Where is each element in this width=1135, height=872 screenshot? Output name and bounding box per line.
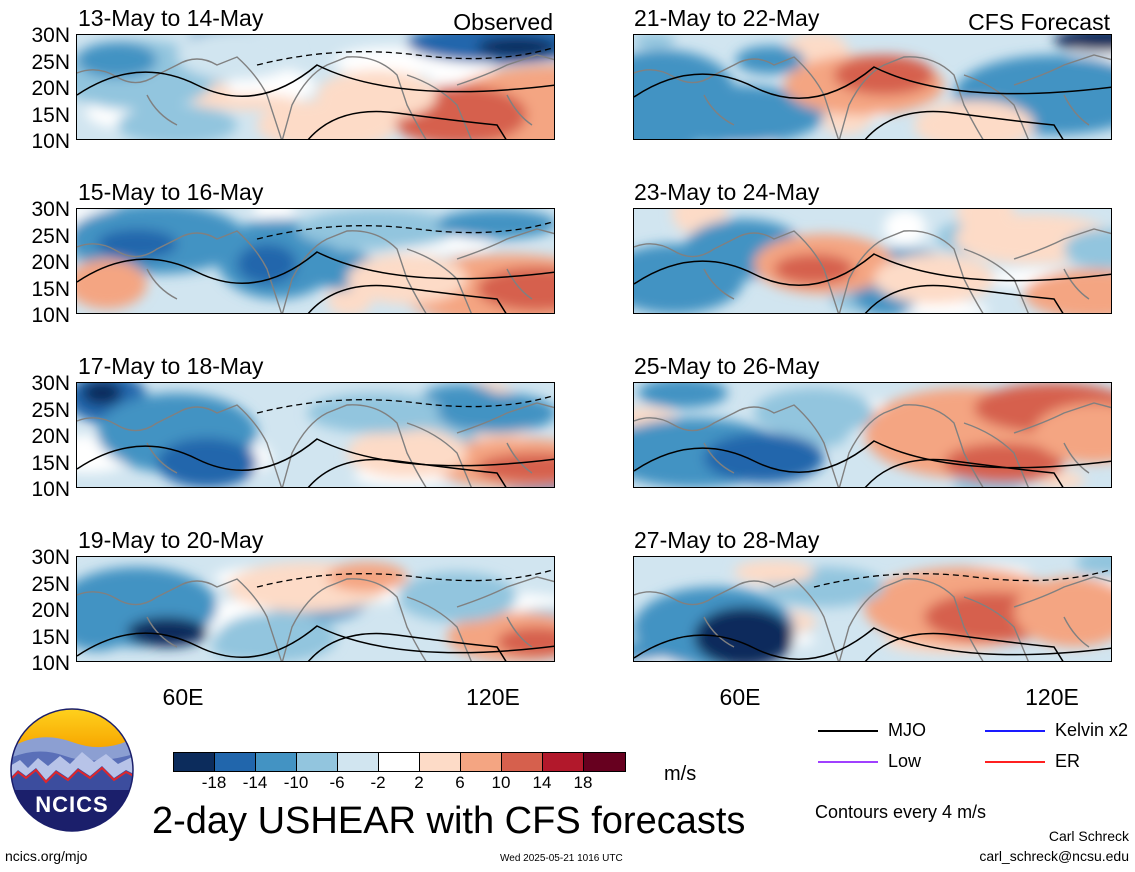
colorbar-label: -10	[283, 773, 309, 792]
map-panel-7	[633, 382, 1112, 488]
lon-label-120e-right: 120E	[1025, 684, 1079, 710]
lat-label-row3-25n: 25N	[31, 398, 70, 422]
shear-field-3	[77, 383, 554, 487]
shear-field-2	[77, 209, 554, 313]
legend-label: Kelvin x2	[1055, 720, 1129, 740]
legend-item-low: Low	[818, 751, 921, 772]
colorbar-label: -18	[201, 773, 227, 792]
lat-label-row4-25n: 25N	[31, 572, 70, 596]
lat-label-row4-10n: 10N	[31, 652, 70, 675]
lat-label-row1-20n: 20N	[31, 77, 70, 100]
legend-line-icon	[818, 729, 878, 732]
contour-note: Contours every 4 m/s	[815, 802, 987, 822]
lat-label-row1-25n: 25N	[31, 50, 70, 74]
colorbar-label: 10	[491, 773, 511, 792]
lon-label-60e-left: 60E	[162, 684, 204, 710]
lat-label-row3-30n: 30N	[31, 372, 70, 395]
colorbar-label: 6	[455, 773, 465, 792]
ncics-logo-graphic	[10, 708, 134, 832]
legend-label: ER	[1055, 751, 1081, 771]
colorbar	[173, 752, 626, 772]
legend-line-icon	[985, 760, 1045, 763]
colorbar-swatch	[338, 753, 379, 771]
lat-label-row2-25n: 25N	[31, 224, 70, 248]
panel-title-6: 23-May to 24-May	[634, 179, 820, 205]
lat-label-row4-20n: 20N	[31, 599, 70, 622]
colorbar-label: 2	[414, 773, 424, 792]
colorbar-swatch	[543, 753, 584, 771]
shear-field-8	[634, 557, 1111, 661]
lat-label-row2-15n: 15N	[31, 277, 70, 301]
ncics-logo-text: NCICS	[35, 792, 109, 817]
panel-title-2: 15-May to 16-May	[78, 179, 264, 205]
colorbar-units: m/s	[664, 763, 697, 785]
shear-field-6	[634, 209, 1111, 313]
colorbar-label: -2	[370, 773, 386, 792]
colorbar-swatch	[379, 753, 420, 771]
colorbar-label: 18	[573, 773, 593, 792]
legend-item-kelvin-x2: Kelvin x2	[985, 720, 1128, 741]
colorbar-swatch	[297, 753, 338, 771]
map-panel-2	[76, 208, 555, 314]
lat-label-row1-30n: 30N	[31, 24, 70, 47]
lon-label-120e-left: 120E	[466, 684, 520, 710]
lat-label-row2-30n: 30N	[31, 198, 70, 221]
colorbar-swatch	[215, 753, 256, 771]
lat-label-row3-10n: 10N	[31, 478, 70, 501]
map-panel-4	[76, 556, 555, 662]
shear-field-5	[634, 35, 1111, 139]
lat-label-row2-20n: 20N	[31, 251, 70, 274]
main-title: 2-day USHEAR with CFS forecasts	[152, 800, 746, 842]
lat-label-row3-15n: 15N	[31, 451, 70, 475]
colorbar-swatch	[461, 753, 502, 771]
shear-field-4	[77, 557, 554, 661]
legend-label: MJO	[888, 720, 926, 740]
map-panel-5	[633, 34, 1112, 140]
panel-title-4: 19-May to 20-May	[78, 527, 264, 553]
shear-field-7	[634, 383, 1111, 487]
panel-title-5: 21-May to 22-May	[634, 5, 820, 31]
colorbar-label: -6	[329, 773, 345, 792]
colorbar-swatch	[584, 753, 625, 771]
footer-url[interactable]: ncics.org/mjo	[5, 848, 88, 864]
colorbar-swatch	[502, 753, 543, 771]
lon-label-60e-right: 60E	[719, 684, 761, 710]
footer-author: Carl Schreck	[1048, 828, 1129, 844]
map-panel-3	[76, 382, 555, 488]
colorbar-label: -14	[242, 773, 268, 792]
colorbar-label: 14	[532, 773, 552, 792]
footer-timestamp: Wed 2025-05-21 1016 UTC	[500, 853, 623, 864]
panel-title-3: 17-May to 18-May	[78, 353, 264, 379]
footer-email[interactable]: carl_schreck@ncsu.edu	[979, 848, 1129, 864]
forecast-label: CFS Forecast	[968, 9, 1110, 35]
colorbar-swatch	[174, 753, 215, 771]
legend-line-icon	[818, 760, 878, 763]
legend-item-mjo: MJO	[818, 720, 926, 741]
lat-label-row1-10n: 10N	[31, 130, 70, 153]
legend-label: Low	[888, 751, 922, 771]
observed-label: Observed	[453, 9, 553, 35]
map-panel-1	[76, 34, 555, 140]
lat-label-row1-15n: 15N	[31, 103, 70, 127]
lat-label-row4-30n: 30N	[31, 546, 70, 569]
map-panel-6	[633, 208, 1112, 314]
ncics-logo: NCICS	[10, 708, 134, 832]
colorbar-swatch	[420, 753, 461, 771]
panel-title-8: 27-May to 28-May	[634, 527, 820, 553]
lat-label-row3-20n: 20N	[31, 425, 70, 448]
legend-item-er: ER	[985, 751, 1080, 772]
lat-label-row4-15n: 15N	[31, 625, 70, 649]
panel-title-7: 25-May to 26-May	[634, 353, 820, 379]
colorbar-swatch	[256, 753, 297, 771]
shear-field-1	[77, 35, 554, 139]
map-panel-8	[633, 556, 1112, 662]
lat-label-row2-10n: 10N	[31, 304, 70, 327]
legend-line-icon	[985, 729, 1045, 732]
panel-title-1: 13-May to 14-May	[78, 5, 264, 31]
